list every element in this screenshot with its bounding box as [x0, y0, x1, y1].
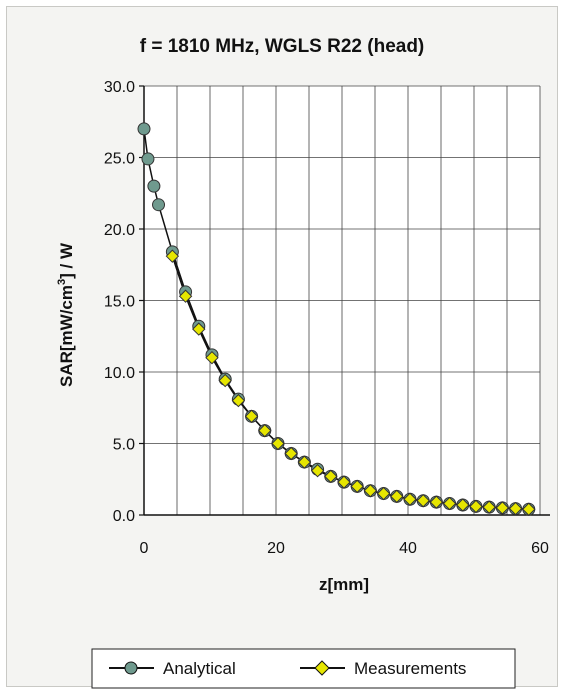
point-measurements — [363, 483, 378, 498]
y-axis-label-tail: ] / W — [57, 242, 76, 279]
point-measurements — [284, 446, 298, 461]
y-axis-label: SAR[mW/cm3] / W — [56, 242, 76, 387]
point-analytical — [152, 198, 166, 212]
point-measurements — [218, 373, 232, 388]
x-tick-label: 40 — [399, 540, 417, 557]
point-analytical — [141, 152, 155, 166]
point-measurements — [390, 489, 404, 504]
x-tick-labels: 0 20 40 60 — [140, 540, 549, 557]
point-measurements — [271, 436, 285, 451]
point-measurements — [324, 469, 338, 484]
y-tick-label: 25.0 — [104, 151, 135, 168]
legend-label-measurements: Measurements — [354, 659, 466, 678]
point-measurements — [205, 350, 219, 365]
point-measurements — [429, 495, 444, 509]
x-tick-label: 60 — [531, 540, 549, 557]
x-axis-label: z[mm] — [319, 575, 369, 594]
y-tick-label: 10.0 — [104, 365, 135, 382]
y-tick-labels: 0.0 5.0 10.0 15.0 20.0 25.0 30.0 — [104, 79, 135, 525]
point-measurements — [508, 501, 523, 516]
point-measurements — [403, 492, 417, 506]
series-markers — [137, 122, 536, 516]
grid — [144, 85, 541, 515]
point-measurements — [522, 502, 536, 516]
point-measurements — [495, 501, 510, 515]
point-measurements — [192, 322, 206, 336]
legend-label-analytical: Analytical — [163, 659, 236, 678]
point-measurements — [376, 486, 391, 501]
point-measurements — [416, 493, 430, 508]
legend: Analytical Measurements — [91, 648, 516, 689]
x-tick-label: 20 — [267, 540, 285, 557]
point-measurements — [297, 455, 312, 469]
x-tick-label: 0 — [140, 540, 149, 557]
legend-marker-analytical — [124, 661, 138, 675]
point-measurements — [442, 496, 457, 511]
y-tick-label: 0.0 — [113, 508, 135, 525]
point-measurements — [231, 393, 246, 408]
y-tick-label: 30.0 — [104, 79, 135, 96]
y-axis-label-sup: 3 — [56, 279, 68, 285]
chart-title: f = 1810 MHz, WGLS R22 (head) — [140, 36, 425, 57]
point-measurements — [310, 463, 325, 478]
point-measurements — [258, 423, 272, 438]
y-tick-label: 5.0 — [113, 437, 135, 454]
point-measurements — [337, 475, 351, 489]
point-measurements — [469, 499, 483, 514]
y-tick-label: 20.0 — [104, 222, 135, 239]
series-line-1 — [171, 255, 529, 511]
y-tick-label: 15.0 — [104, 294, 135, 311]
legend-marker-measurements — [314, 660, 330, 676]
point-measurements — [178, 289, 193, 303]
point-measurements — [350, 479, 364, 494]
point-measurements — [456, 498, 470, 512]
point-measurements — [482, 500, 496, 514]
y-axis-label-main: SAR[mW/cm — [57, 285, 76, 387]
point-analytical — [137, 122, 151, 136]
point-analytical — [147, 179, 161, 193]
point-measurements — [244, 409, 259, 424]
point-measurements — [165, 249, 180, 263]
